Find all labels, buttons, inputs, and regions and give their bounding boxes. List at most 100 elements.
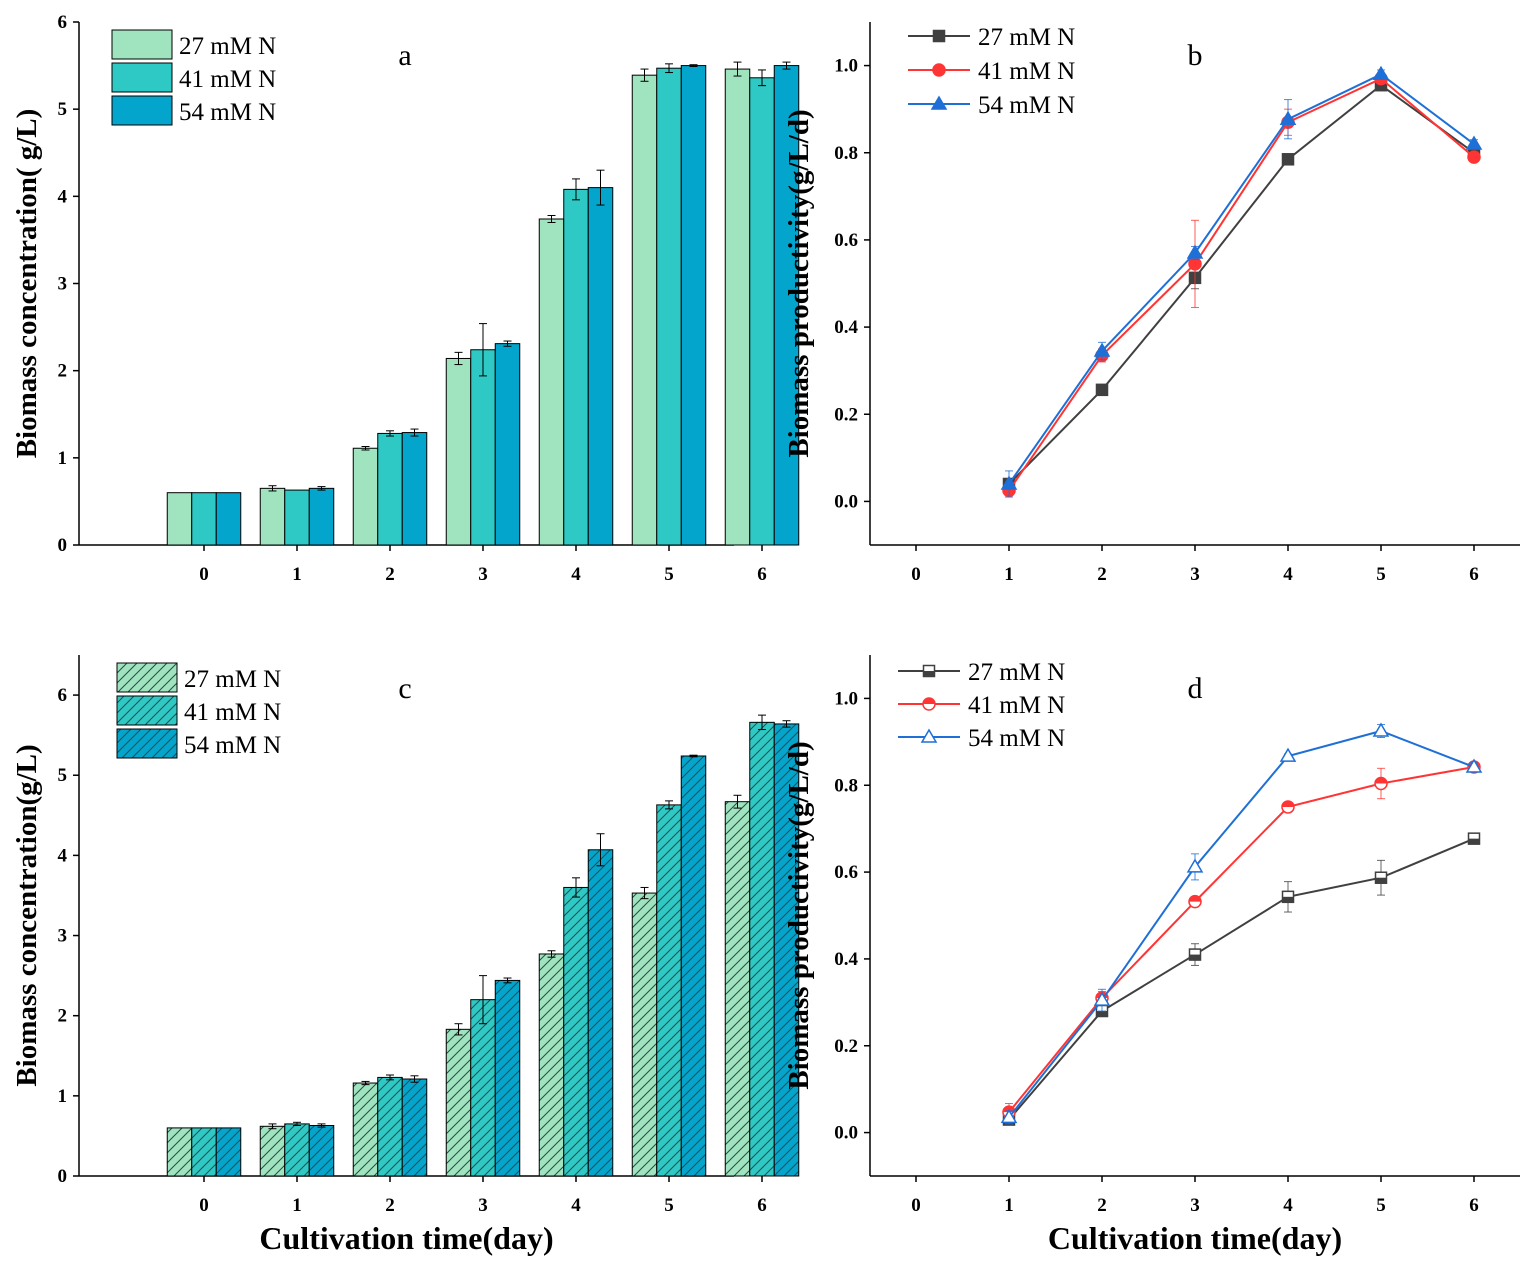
bar-a-s1-c1 <box>284 489 310 546</box>
y-tick-label: 0.2 <box>834 1036 858 1057</box>
x-tick-label: 0 <box>199 564 209 585</box>
panel-letter: d <box>1188 672 1203 705</box>
x-tick-label: 6 <box>757 1195 767 1216</box>
point-d-s2-x6 <box>1465 758 1483 773</box>
point-b-s0-x2 <box>1095 383 1109 397</box>
legend-label: 27 mM N <box>968 659 1065 686</box>
point-b-s2-x5 <box>1372 65 1390 81</box>
y-tick-label: 1 <box>58 1086 68 1107</box>
legend-label: 41 mM N <box>978 58 1075 85</box>
bar-a-s2-c5 <box>680 65 707 546</box>
y-axis-label: Biomass productivity(g/L/d) <box>783 741 815 1089</box>
x-tick-label: 1 <box>292 564 302 585</box>
y-tick-label: 1.0 <box>834 56 858 77</box>
point-d-s2-x2 <box>1093 991 1111 1006</box>
point-b-s1-x6 <box>1467 150 1481 164</box>
bar-a-s1-c5 <box>656 67 682 546</box>
x-tick-label: 5 <box>664 1195 674 1216</box>
point-d-s1-x4-half <box>1282 800 1294 807</box>
legend-label: 27 mM N <box>179 33 276 60</box>
bar-a-s2-c4 <box>587 187 614 546</box>
bar-c-s2-c6 <box>773 723 800 1177</box>
x-tick-label: 0 <box>911 564 921 585</box>
bar-a-s0-c6 <box>724 68 751 546</box>
x-tick-label: 0 <box>911 1195 921 1216</box>
x-tick-label: 3 <box>1190 564 1200 585</box>
x-tick-label: 2 <box>385 564 395 585</box>
bar-a-s0-c2 <box>352 447 379 546</box>
bar-c-s2-c3 <box>494 979 521 1177</box>
x-tick-label: 1 <box>1004 564 1014 585</box>
bar-c-s0-c0 <box>166 1127 193 1177</box>
bar-c-s1-c0 <box>191 1127 217 1177</box>
legend-label: 54 mM N <box>184 732 281 759</box>
point-d-s0-x2-half <box>1096 1011 1108 1017</box>
bar-a-s0-c4 <box>538 218 565 546</box>
legend-label: 41 mM N <box>184 699 281 726</box>
y-tick-label: 6 <box>58 685 68 706</box>
y-tick-label: 5 <box>58 99 68 120</box>
bar-c-s2-c0 <box>215 1127 242 1177</box>
x-tick-label: 5 <box>664 564 674 585</box>
bar-c-s1-c5 <box>656 804 682 1177</box>
x-tick-label: 4 <box>1283 564 1293 585</box>
y-axis-label: Biomass concentration( g/L) <box>11 109 43 459</box>
point-b-s2-x4 <box>1279 110 1297 125</box>
legend-label: 41 mM N <box>179 66 276 93</box>
legend-marker <box>932 63 946 77</box>
point-d-s1-x5-half <box>1375 777 1387 784</box>
x-tick-label: 1 <box>292 1195 302 1216</box>
y-axis-label: Biomass productivity(g/L/d) <box>783 109 815 457</box>
bar-c-s1-c4 <box>563 886 589 1177</box>
y-tick-label: 0.4 <box>834 949 858 970</box>
series-line-b-s2 <box>1008 73 1475 485</box>
legend-swatch <box>116 695 178 726</box>
bar-c-s1-c3 <box>470 999 496 1177</box>
panel-c-hatched-bar-chart: 0 1 2 3 4 5 6 0 1 2 3 4 5 6 Biomass concentration(g/L)… <box>11 655 800 1256</box>
series-line-d-s2 <box>1008 729 1475 1119</box>
panel-a-bar-chart: 0 1 2 3 4 5 6 0 1 2 3 4 5 6 Biomass concentration( g/L… <box>11 12 800 585</box>
legend-marker <box>920 728 938 743</box>
x-tick-label: 4 <box>571 1195 581 1216</box>
x-tick-label: 2 <box>1097 1195 1107 1216</box>
y-tick-label: 2 <box>58 361 68 382</box>
y-tick-label: 0.0 <box>834 1123 858 1144</box>
bar-c-s0-c3 <box>445 1028 472 1177</box>
panel-letter: c <box>398 672 411 705</box>
legend-label: 54 mM N <box>179 99 276 126</box>
x-axis-label: Cultivation time(day) <box>1048 1220 1342 1256</box>
point-d-s2-x5 <box>1372 722 1390 737</box>
bar-a-s1-c4 <box>563 188 589 546</box>
legend-label: 41 mM N <box>968 692 1065 719</box>
y-tick-label: 2 <box>58 1006 68 1027</box>
y-tick-label: 0.8 <box>834 143 858 164</box>
x-tick-label: 6 <box>1469 564 1479 585</box>
bar-a-s0-c3 <box>445 357 472 546</box>
legend-swatch <box>111 62 173 93</box>
point-d-s0-x4-half <box>1282 896 1294 903</box>
x-tick-label: 2 <box>1097 564 1107 585</box>
x-axis-label: Cultivation time(day) <box>259 1220 553 1256</box>
y-tick-label: 1.0 <box>834 688 858 709</box>
y-tick-label: 3 <box>58 926 68 947</box>
point-d-s2-x1 <box>1000 1108 1018 1124</box>
x-tick-label: 5 <box>1376 1195 1386 1216</box>
legend-label: 27 mM N <box>184 666 281 693</box>
legend-marker-half <box>923 671 935 677</box>
panel-letter: a <box>398 39 411 72</box>
series-line-b-s1 <box>1008 77 1475 492</box>
y-tick-label: 0.6 <box>834 862 858 883</box>
bar-c-s1-c2 <box>377 1076 403 1177</box>
series-line-b-s0 <box>1008 83 1475 485</box>
x-tick-label: 3 <box>1190 1195 1200 1216</box>
legend-label: 54 mM N <box>968 725 1065 752</box>
x-tick-label: 0 <box>199 1195 209 1216</box>
bar-c-s2-c4 <box>587 849 614 1177</box>
x-tick-label: 4 <box>1283 1195 1293 1216</box>
bar-a-s0-c0 <box>166 492 193 546</box>
y-tick-label: 5 <box>58 765 68 786</box>
point-b-s0-x4 <box>1281 153 1295 166</box>
series-line-d-s1 <box>1008 766 1475 1113</box>
bar-c-s2-c5 <box>680 755 707 1177</box>
